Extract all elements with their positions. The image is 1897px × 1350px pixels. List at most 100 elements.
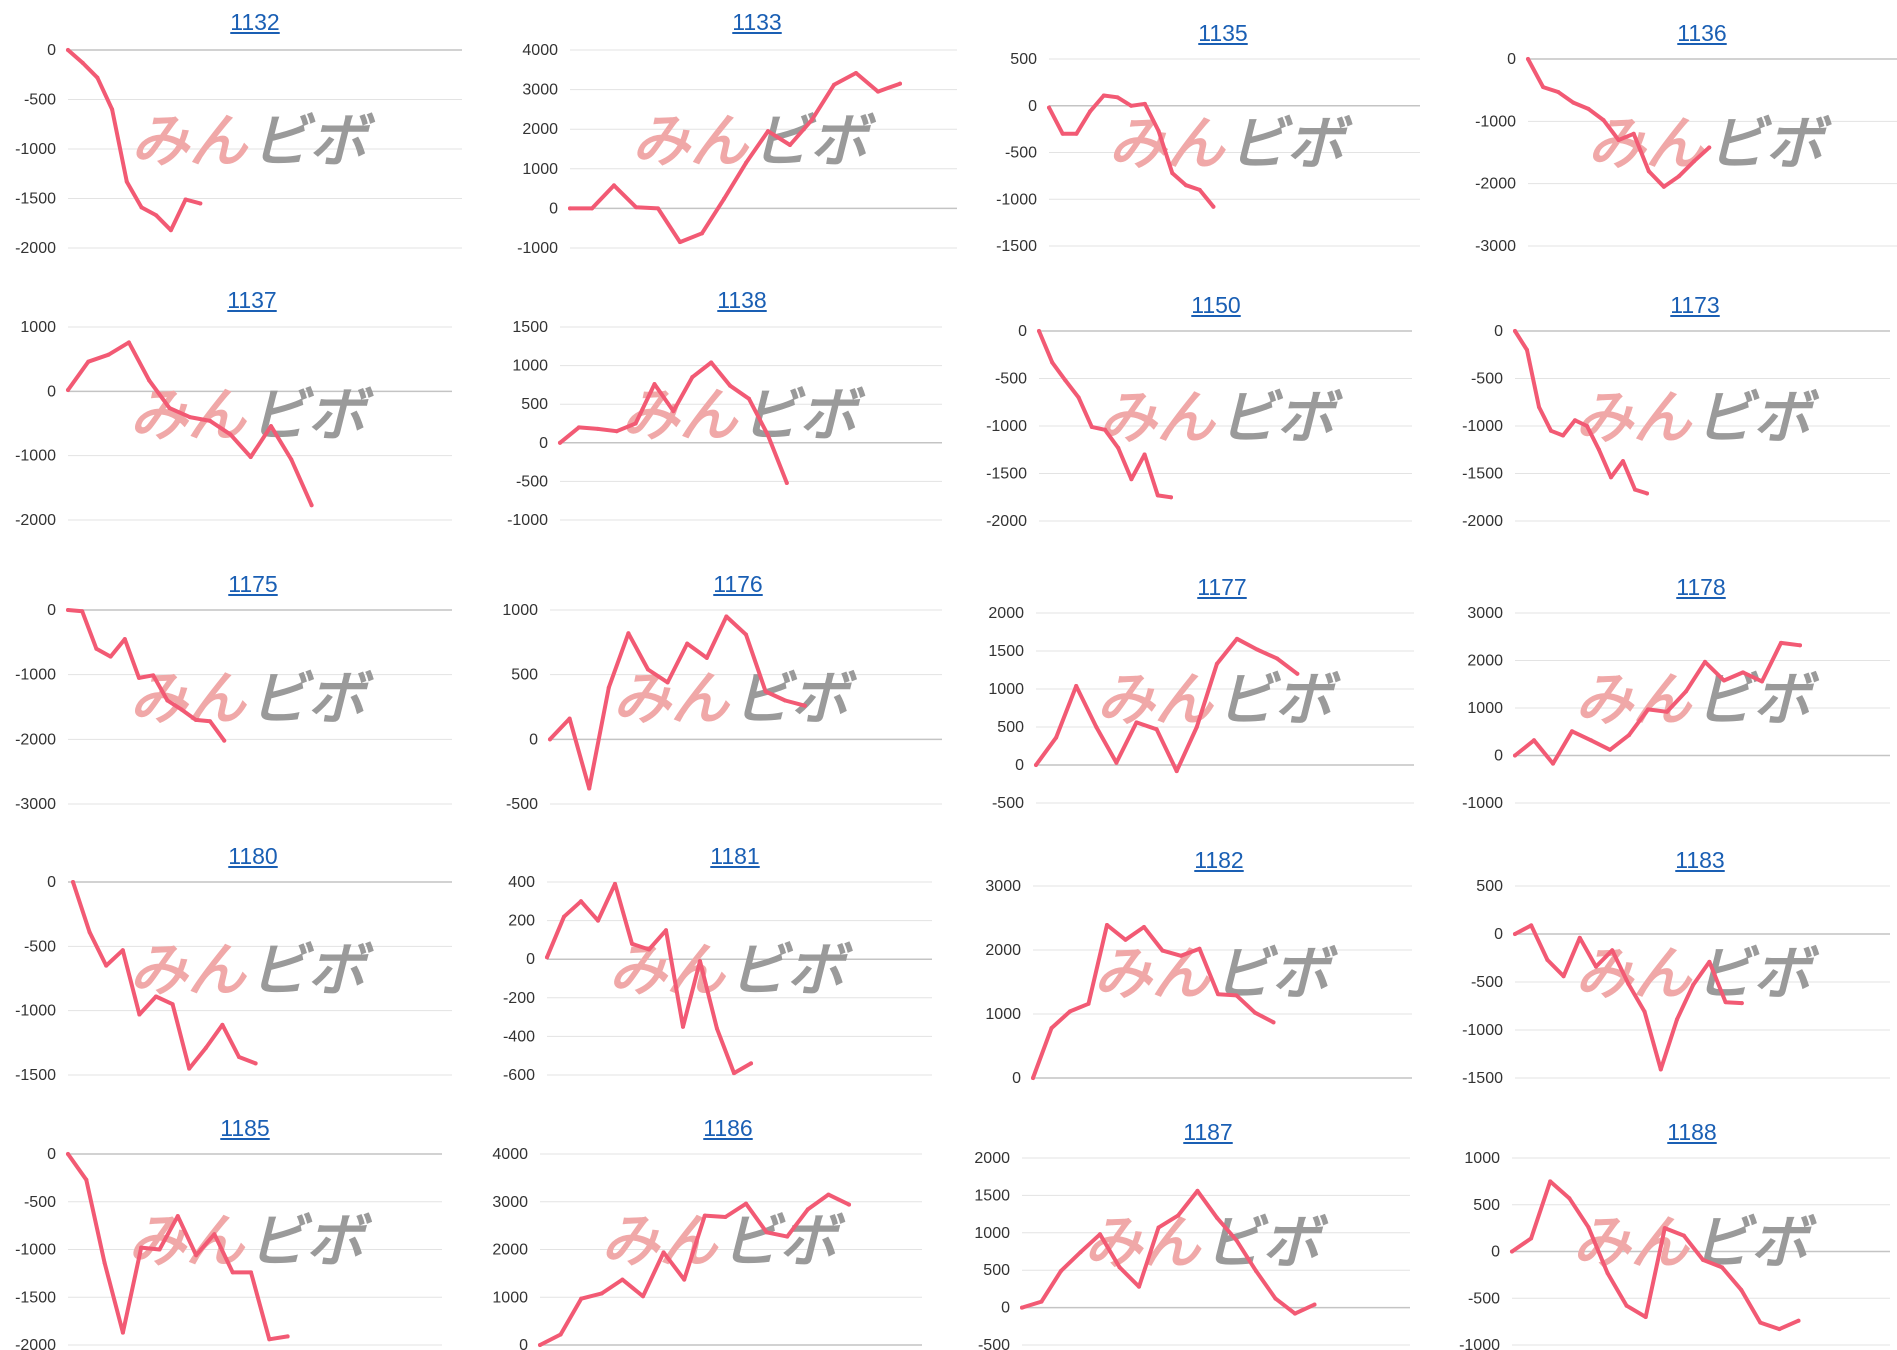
y-tick-label: -500	[24, 1194, 56, 1211]
y-tick-label: 0	[539, 435, 548, 452]
data-point	[179, 707, 184, 712]
data-point	[1197, 187, 1202, 192]
data-point	[122, 637, 127, 642]
chart-title-link[interactable]: 1173	[1670, 292, 1720, 318]
chart-title-link[interactable]: 1178	[1676, 574, 1726, 600]
data-point	[783, 698, 788, 703]
y-tick-label: 0	[47, 602, 56, 619]
data-point	[1646, 707, 1650, 712]
data-point	[1532, 738, 1536, 743]
data-point	[1661, 184, 1666, 189]
chart-title-link[interactable]: 1188	[1667, 1119, 1717, 1145]
chart-title-link[interactable]: 1175	[228, 571, 278, 597]
chart-title-link[interactable]: 1177	[1197, 574, 1247, 600]
y-tick-label: 3000	[985, 878, 1021, 895]
data-point	[267, 1337, 272, 1342]
chart-title-link[interactable]: 1132	[230, 9, 280, 35]
series-line	[1034, 636, 1300, 774]
data-point	[1549, 428, 1553, 433]
data-point	[1031, 1076, 1035, 1080]
y-tick-label: -1000	[986, 418, 1027, 435]
data-point	[744, 632, 748, 637]
data-point	[137, 1012, 142, 1017]
data-point	[157, 1247, 162, 1252]
watermark-logo-left: みん	[1099, 383, 1217, 451]
data-point	[690, 375, 695, 380]
chart-title-link[interactable]: 1137	[227, 287, 277, 313]
data-point	[1050, 360, 1055, 365]
chart-title-link[interactable]: 1133	[732, 9, 782, 35]
data-point	[732, 1071, 736, 1076]
y-tick-label: 1500	[512, 319, 548, 336]
data-point	[682, 1277, 687, 1282]
watermark-logo-right: ビボ	[1216, 665, 1341, 733]
y-tick-label: 2000	[974, 1150, 1010, 1167]
chart-title-link[interactable]: 1187	[1183, 1119, 1233, 1145]
chart-title-link[interactable]: 1182	[1194, 847, 1244, 873]
y-tick-label: 0	[1491, 1244, 1500, 1261]
data-point	[1271, 1020, 1276, 1025]
chart-title-link[interactable]: 1186	[703, 1115, 753, 1141]
data-point	[66, 388, 70, 393]
series-line	[568, 71, 902, 245]
data-point	[1156, 128, 1161, 133]
y-tick-label: -500	[516, 473, 548, 490]
data-point	[700, 231, 704, 236]
chart-title-link[interactable]: 1185	[220, 1115, 270, 1141]
data-point	[1235, 636, 1239, 641]
y-tick-label: -1000	[15, 667, 56, 684]
chart-title-link[interactable]: 1150	[1191, 292, 1241, 318]
y-tick-label: 1000	[1467, 700, 1503, 717]
data-point	[285, 1334, 290, 1339]
watermark-logo-right: ビボ	[251, 107, 376, 175]
data-point	[1646, 169, 1651, 174]
watermark-logo-right: ビボ	[1204, 1209, 1329, 1277]
data-point	[1234, 993, 1239, 998]
data-point	[599, 1291, 604, 1296]
chart-title-link[interactable]: 1135	[1198, 20, 1248, 46]
chart-title-link[interactable]: 1136	[1677, 20, 1727, 46]
data-point	[108, 654, 113, 659]
data-point	[66, 1152, 70, 1156]
y-tick-label: -1000	[15, 141, 56, 158]
data-point	[728, 383, 733, 388]
data-point	[1665, 709, 1669, 714]
chart-title-link[interactable]: 1180	[228, 843, 278, 869]
y-tick-label: -500	[1471, 974, 1503, 991]
data-point	[1758, 1320, 1763, 1325]
y-tick-label: 2000	[522, 121, 558, 138]
y-tick-label: 500	[997, 719, 1024, 736]
series-line	[66, 48, 203, 233]
watermark-logo-right: ビボ	[249, 665, 374, 733]
data-point	[1701, 1257, 1705, 1262]
data-point	[606, 685, 611, 690]
y-tick-label: -1000	[1459, 1337, 1500, 1350]
watermark-logo-right: ビボ	[729, 936, 854, 1004]
data-point	[309, 503, 314, 508]
data-point	[94, 646, 99, 651]
watermark-logo-left: みん	[1572, 1209, 1690, 1277]
watermark-logo-right: ビボ	[1708, 110, 1833, 178]
watermark-logo-right: ビボ	[249, 936, 374, 1004]
y-tick-label: -500	[992, 795, 1024, 812]
data-point	[698, 959, 702, 964]
data-point	[1154, 727, 1159, 732]
data-point	[664, 928, 668, 933]
y-tick-label: 4000	[522, 42, 558, 59]
data-point	[665, 680, 670, 685]
data-point	[1114, 760, 1119, 765]
data-point	[538, 1343, 542, 1347]
chart-title-link[interactable]: 1183	[1675, 847, 1725, 873]
y-tick-label: 0	[1494, 748, 1503, 765]
chart-title-link[interactable]: 1176	[713, 571, 763, 597]
data-point	[1626, 981, 1631, 986]
data-point	[765, 433, 770, 438]
data-point	[1723, 1000, 1728, 1005]
chart-title-link[interactable]: 1181	[710, 843, 760, 869]
chart-title-link[interactable]: 1138	[717, 287, 767, 313]
y-tick-label: 200	[508, 913, 535, 930]
y-tick-label: -1500	[1462, 466, 1503, 483]
data-point	[656, 206, 660, 211]
data-point	[805, 1207, 810, 1212]
